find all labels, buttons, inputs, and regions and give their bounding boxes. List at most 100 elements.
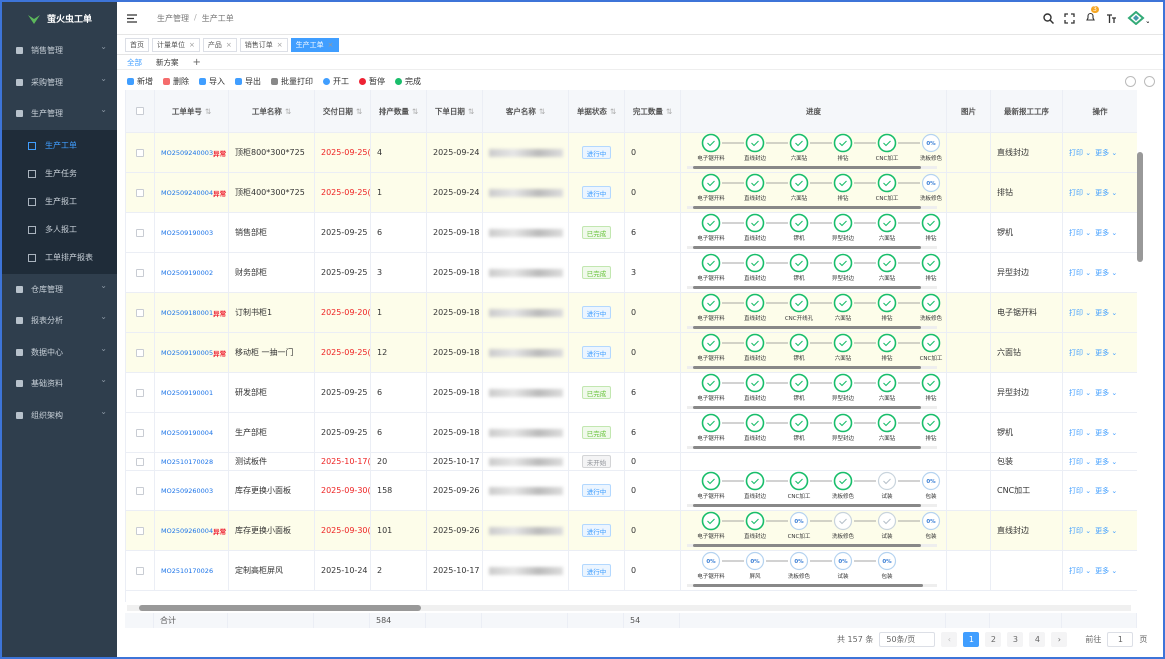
tab[interactable]: 首页 bbox=[125, 38, 149, 52]
tab[interactable]: 计量单位 bbox=[152, 38, 200, 52]
page[interactable]: 3 bbox=[1007, 632, 1023, 647]
row-action[interactable]: 更多 bbox=[1095, 348, 1117, 358]
checkbox[interactable] bbox=[136, 567, 144, 575]
notice[interactable]: 3 bbox=[1085, 12, 1096, 25]
order-id[interactable]: MO2509190004 bbox=[161, 429, 213, 437]
order-id[interactable]: MO2509190002 bbox=[161, 269, 213, 277]
toolbar-button[interactable]: 导出 bbox=[235, 76, 261, 87]
row-action[interactable]: 打印 bbox=[1069, 348, 1091, 358]
row-action[interactable]: 打印 bbox=[1069, 526, 1091, 536]
row-action[interactable]: 更多 bbox=[1095, 188, 1117, 198]
row-action[interactable]: 打印 bbox=[1069, 388, 1091, 398]
checkbox[interactable] bbox=[136, 189, 144, 197]
row-action[interactable]: 打印 bbox=[1069, 148, 1091, 158]
view-tab[interactable]: 全部 bbox=[127, 57, 142, 68]
refresh[interactable] bbox=[1144, 76, 1155, 87]
order-id[interactable]: MO2510170028 bbox=[161, 458, 213, 466]
checkbox[interactable] bbox=[136, 309, 144, 317]
crumb-item[interactable]: 生产管理 bbox=[157, 13, 189, 24]
menu-item[interactable]: 数据中心 bbox=[2, 337, 117, 369]
column-title[interactable]: 客户名称 bbox=[506, 106, 545, 117]
row-action[interactable]: 打印 bbox=[1069, 566, 1091, 576]
scroll-thumb[interactable] bbox=[139, 605, 421, 611]
order-id[interactable]: MO2509240003 bbox=[161, 149, 213, 157]
toolbar-button[interactable]: 删除 bbox=[163, 76, 189, 87]
toolbar-button[interactable]: 新增 bbox=[127, 76, 153, 87]
avatar[interactable]: ⌄ bbox=[1127, 11, 1149, 25]
submenu-item[interactable]: 生产工单 bbox=[2, 132, 117, 160]
row-action[interactable]: 更多 bbox=[1095, 388, 1117, 398]
checkbox[interactable] bbox=[136, 349, 144, 357]
add-view[interactable]: + bbox=[193, 57, 201, 68]
toolbar-button[interactable]: 导入 bbox=[199, 76, 225, 87]
toolbar-button[interactable]: 批量打印 bbox=[271, 76, 313, 87]
menu-item[interactable]: 组织架构 bbox=[2, 400, 117, 432]
checkbox[interactable] bbox=[136, 269, 144, 277]
menu-item[interactable]: 基础资料 bbox=[2, 368, 117, 400]
column-title[interactable]: 交付日期 bbox=[323, 106, 362, 117]
tab[interactable]: 销售订单 bbox=[240, 38, 288, 52]
tab[interactable]: 产品 bbox=[203, 38, 237, 52]
checkbox[interactable] bbox=[136, 389, 144, 397]
menu-toggle[interactable] bbox=[127, 14, 137, 23]
menu-item[interactable]: 报表分析 bbox=[2, 305, 117, 337]
prev[interactable]: ‹ bbox=[941, 632, 957, 647]
goto-input[interactable]: 1 bbox=[1107, 632, 1133, 647]
row-action[interactable]: 更多 bbox=[1095, 457, 1117, 467]
row-action[interactable]: 更多 bbox=[1095, 486, 1117, 496]
row-action[interactable]: 打印 bbox=[1069, 457, 1091, 467]
menu-item[interactable]: 销售管理 bbox=[2, 35, 117, 67]
row-action[interactable]: 打印 bbox=[1069, 486, 1091, 496]
checkbox[interactable] bbox=[136, 527, 144, 535]
page-size[interactable]: 50条/页 bbox=[879, 632, 935, 647]
checkbox[interactable] bbox=[136, 487, 144, 495]
column-title[interactable]: 完工数量 bbox=[633, 106, 672, 117]
row-action[interactable]: 打印 bbox=[1069, 428, 1091, 438]
column-title[interactable]: 下单日期 bbox=[435, 106, 474, 117]
search-icon[interactable] bbox=[1043, 13, 1054, 24]
view-tab[interactable]: 新方案 bbox=[156, 57, 179, 68]
search-toggle[interactable] bbox=[1125, 76, 1136, 87]
page[interactable]: 2 bbox=[985, 632, 1001, 647]
row-action[interactable]: 更多 bbox=[1095, 526, 1117, 536]
row-action[interactable]: 更多 bbox=[1095, 228, 1117, 238]
checkbox[interactable] bbox=[136, 107, 144, 115]
order-id[interactable]: MO2509180001 bbox=[161, 309, 213, 317]
order-id[interactable]: MO2510170026 bbox=[161, 567, 213, 575]
toolbar-button[interactable]: 暂停 bbox=[359, 76, 385, 87]
row-action[interactable]: 打印 bbox=[1069, 268, 1091, 278]
order-id[interactable]: MO2509240004 bbox=[161, 189, 213, 197]
menu-item[interactable]: 采购管理 bbox=[2, 67, 117, 99]
row-action[interactable]: 更多 bbox=[1095, 308, 1117, 318]
column-title[interactable]: 工单名称 bbox=[252, 106, 291, 117]
submenu-item[interactable]: 生产任务 bbox=[2, 160, 117, 188]
checkbox[interactable] bbox=[136, 229, 144, 237]
toolbar-button[interactable]: 开工 bbox=[323, 76, 349, 87]
row-action[interactable]: 更多 bbox=[1095, 566, 1117, 576]
tab[interactable]: 生产工单 bbox=[291, 38, 339, 52]
menu-item[interactable]: 仓库管理 bbox=[2, 274, 117, 306]
page[interactable]: 1 bbox=[963, 632, 979, 647]
row-action[interactable]: 打印 bbox=[1069, 228, 1091, 238]
order-id[interactable]: MO2509260003 bbox=[161, 487, 213, 495]
order-id[interactable]: MO2509190001 bbox=[161, 389, 213, 397]
column-title[interactable]: 工单单号 bbox=[172, 106, 211, 117]
font-size-icon[interactable] bbox=[1106, 13, 1117, 24]
column-title[interactable]: 排产数量 bbox=[379, 106, 418, 117]
order-id[interactable]: MO2509190003 bbox=[161, 229, 213, 237]
next[interactable]: › bbox=[1051, 632, 1067, 647]
page[interactable]: 4 bbox=[1029, 632, 1045, 647]
row-action[interactable]: 更多 bbox=[1095, 268, 1117, 278]
v-scrollbar[interactable] bbox=[1137, 152, 1143, 262]
checkbox[interactable] bbox=[136, 458, 144, 466]
menu-item[interactable]: 生产管理 bbox=[2, 98, 117, 130]
order-id[interactable]: MO2509190005 bbox=[161, 349, 213, 357]
order-id[interactable]: MO2509260004 bbox=[161, 527, 213, 535]
row-action[interactable]: 打印 bbox=[1069, 188, 1091, 198]
checkbox[interactable] bbox=[136, 429, 144, 437]
submenu-item[interactable]: 工单排产报表 bbox=[2, 244, 117, 272]
toolbar-button[interactable]: 完成 bbox=[395, 76, 421, 87]
fullscreen-icon[interactable] bbox=[1064, 13, 1075, 24]
row-action[interactable]: 更多 bbox=[1095, 428, 1117, 438]
checkbox[interactable] bbox=[136, 149, 144, 157]
